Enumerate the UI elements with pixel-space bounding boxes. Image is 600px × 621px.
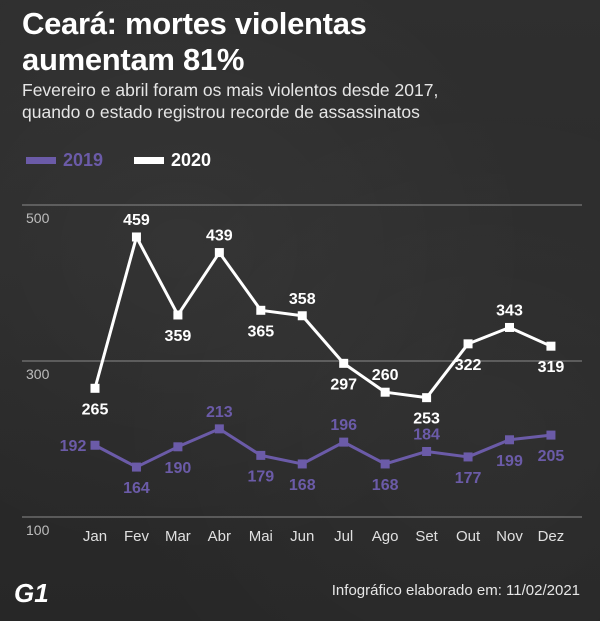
point-2019-set [422, 446, 432, 456]
point-2020-mai [256, 305, 266, 315]
x-tick-label-jan: Jan [83, 528, 107, 545]
point-2020-nov [505, 322, 514, 332]
point-2020-out [463, 339, 473, 349]
data-label-2019-jan: 192 [60, 438, 87, 455]
series-line-2020 [93, 235, 552, 400]
point-2019-abr [214, 424, 224, 434]
data-label-2020-ago: 260 [372, 367, 399, 384]
data-label-2019-fev: 164 [123, 480, 150, 497]
point-2019-fev [131, 462, 141, 472]
series-line-2019 [94, 427, 552, 469]
point-2019-jan [90, 440, 100, 450]
g1-logo: G1 [14, 578, 49, 608]
point-2020-ago [380, 387, 390, 397]
point-2019-nov [505, 435, 514, 445]
point-2020-jun [297, 311, 307, 321]
x-tick-label-jul: Jul [334, 528, 353, 545]
point-2019-jun [297, 459, 307, 469]
data-label-2019-jul: 196 [330, 417, 357, 434]
y-tick-label-100: 100 [26, 522, 50, 538]
point-2019-out [463, 452, 473, 462]
data-label-2020-nov: 343 [496, 302, 523, 319]
x-tick-label-ago: Ago [372, 528, 399, 545]
data-label-2020-out: 322 [455, 357, 482, 374]
legend-item-2020: 2020 [134, 150, 211, 171]
x-tick-label-nov: Nov [496, 528, 523, 545]
y-tick-label-500: 500 [26, 210, 50, 226]
point-2020-jul [339, 358, 349, 368]
data-label-2020-fev: 459 [123, 212, 150, 229]
subtitle-line-2: quando o estado registrou recorde de ass… [22, 102, 420, 122]
data-label-2019-nov: 199 [496, 453, 523, 470]
data-label-2019-ago: 168 [372, 477, 399, 494]
point-2020-set [422, 393, 432, 403]
x-tick-label-out: Out [456, 528, 481, 545]
data-label-2019-set: 184 [413, 426, 440, 443]
title-line-1: Ceará: mortes violentas [22, 6, 367, 41]
point-2019-mar [173, 442, 183, 452]
point-2019-ago [380, 459, 390, 469]
line-chart: 100 300 500 Jan Fev Mar Abr Mai Jun Jul Ago Set Out N… [22, 204, 582, 545]
point-2020-jan [90, 383, 100, 393]
data-label-2020-jul: 297 [330, 376, 357, 393]
title-line-2: aumentam 81% [22, 42, 245, 77]
point-2019-dez [546, 430, 556, 440]
point-2020-fev [131, 232, 141, 242]
point-2020-dez [546, 341, 556, 351]
point-2019-mai [256, 450, 266, 460]
data-label-2019-mai: 179 [247, 468, 274, 485]
chart-subtitle: Fevereiro e abril foram os mais violento… [22, 79, 592, 123]
footer-note: Infográfico elaborado em: 11/02/2021 [331, 582, 580, 599]
data-label-2020-dez: 319 [538, 359, 565, 376]
data-label-2020-jun: 358 [289, 291, 316, 308]
data-label-2020-jan: 265 [82, 401, 109, 418]
data-label-2019-dez: 205 [538, 448, 565, 465]
data-label-2020-set: 253 [413, 411, 440, 428]
x-tick-label-mar: Mar [165, 528, 191, 545]
x-tick-label-fev: Fev [124, 528, 150, 545]
subtitle-line-1: Fevereiro e abril foram os mais violento… [22, 80, 439, 100]
data-label-2019-jun: 168 [289, 477, 316, 494]
x-tick-label-set: Set [415, 528, 438, 545]
data-label-2020-abr: 439 [206, 228, 233, 245]
point-2020-mar [173, 310, 183, 320]
legend-swatch-2020 [134, 157, 164, 164]
data-label-2020-mai: 365 [247, 323, 274, 340]
y-tick-label-300: 300 [26, 366, 50, 382]
data-label-2019-out: 177 [455, 470, 482, 487]
chart-title: Ceará: mortes violentas aumentam 81% [22, 6, 582, 78]
data-label-2019-abr: 213 [206, 404, 233, 421]
legend-label-2019: 2019 [63, 150, 104, 170]
point-2020-abr [214, 248, 224, 258]
x-tick-label-jun: Jun [290, 528, 314, 545]
x-tick-label-abr: Abr [208, 528, 231, 545]
data-label-2019-mar: 190 [165, 460, 192, 477]
point-2019-jul [339, 437, 349, 447]
legend-swatch-2019 [26, 157, 56, 164]
legend-item-2019: 2019 [26, 150, 103, 171]
data-label-2020-mar: 359 [165, 328, 192, 345]
x-tick-label-mai: Mai [249, 528, 273, 545]
x-tick-label-dez: Dez [538, 528, 565, 545]
legend-label-2020: 2020 [171, 150, 212, 170]
